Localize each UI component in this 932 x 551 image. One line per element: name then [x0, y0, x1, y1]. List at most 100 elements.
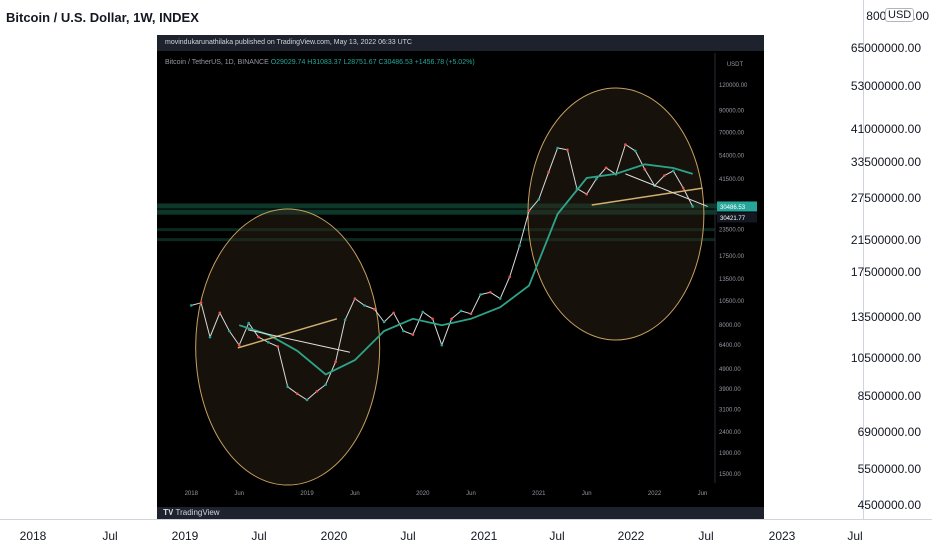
legend-symbol: Bitcoin / TetherUS, 1D, BINANCE [165, 59, 269, 66]
price-point [237, 343, 241, 347]
highlight-circle [527, 87, 705, 341]
outer-x-tick: 2018 [19, 529, 47, 543]
outer-top-value-partial: 800.00 [866, 9, 929, 23]
support-band [157, 203, 717, 209]
price-point [527, 209, 531, 213]
price-point [566, 148, 569, 152]
time-tick-label: 2018 [185, 491, 199, 497]
price-point [440, 343, 444, 347]
outer-y-tick: 13500000.00 [850, 310, 921, 324]
outer-x-tick: 2019 [171, 529, 199, 543]
highlight-circle [195, 208, 381, 486]
price-point [643, 168, 647, 171]
price-point [498, 297, 502, 300]
price-point [681, 186, 685, 190]
moving-average-line [238, 163, 693, 376]
price-point [295, 392, 299, 396]
price-tick-label: 3900.00 [719, 387, 741, 393]
price-chart: USDT 120000.00 90000.00 70000.00 54000.00 41… [157, 53, 757, 497]
time-tick-label: 2020 [416, 491, 430, 497]
outer-y-tick: 27500000.00 [850, 191, 921, 205]
price-tick-label: 10500.00 [719, 299, 745, 305]
price-point [228, 329, 231, 333]
current-price-badge [717, 201, 757, 212]
price-tick-label: 4900.00 [719, 367, 741, 373]
price-axis-unit: USDT [727, 62, 744, 68]
price-point [411, 333, 415, 336]
outer-y-tick: 5500000.00 [857, 462, 921, 476]
outer-x-tick: Jul [400, 529, 416, 543]
symbol-legend: Bitcoin / TetherUS, 1D, BINANCE O29029.7… [165, 59, 475, 66]
publish-info: movindukarunathilaka published on Tradin… [165, 39, 412, 46]
support-band [157, 209, 717, 215]
price-point [190, 304, 193, 307]
price-point [247, 321, 250, 325]
price-point [421, 310, 425, 314]
outer-x-tick: 2022 [617, 529, 645, 543]
outer-y-tick: 65000000.00 [850, 41, 921, 55]
time-tick-label: 2021 [532, 491, 546, 497]
legend-ohlc: O29029.74 H31083.37 L28751.67 C30486.53 … [270, 59, 475, 66]
inner-footer: 𝐓𝐕 TradingView [157, 507, 764, 519]
price-point [479, 293, 482, 296]
price-point [672, 169, 675, 173]
price-tick-label: 90000.00 [719, 108, 745, 114]
price-axis: 120000.00 90000.00 70000.00 54000.00 41500.0… [719, 83, 748, 478]
outer-x-tick: 2021 [470, 529, 498, 543]
price-point [402, 329, 405, 333]
price-tick-label: 120000.00 [719, 83, 748, 89]
price-tick-label: 1500.00 [719, 472, 741, 478]
outer-x-tick: 2020 [320, 529, 348, 543]
price-point [489, 291, 492, 294]
trendline [591, 187, 703, 206]
outer-x-tick: Jul [251, 529, 267, 543]
price-point [199, 301, 203, 305]
price-point [208, 335, 212, 339]
time-axis: 2018 Jun 2019 Jun 2020 Jun 2021 Jun 2022 Jun [185, 491, 708, 497]
highlight-circles [195, 87, 705, 486]
price-tick-label: 17500.00 [719, 254, 745, 260]
price-point [257, 335, 260, 339]
outer-x-tick: Jul [698, 529, 714, 543]
price-point [585, 192, 588, 196]
price-point [392, 311, 395, 315]
outer-y-tick: 4500000.00 [857, 498, 921, 512]
currency-badge[interactable]: USD [885, 8, 915, 22]
price-tick-label: 6400.00 [719, 343, 741, 349]
trendlines [237, 173, 708, 353]
price-point [663, 174, 666, 177]
trendline [237, 318, 338, 349]
price-point [624, 143, 627, 146]
price-point [634, 149, 637, 153]
trendline [625, 173, 708, 207]
price-point [353, 297, 357, 300]
price-tick-label: 3100.00 [719, 407, 741, 413]
price-point [267, 341, 270, 344]
outer-y-tick: 41000000.00 [850, 122, 921, 136]
price-point [431, 317, 434, 321]
outer-y-tick: 21500000.00 [850, 233, 921, 247]
price-point [218, 311, 222, 315]
price-point [343, 318, 347, 322]
outer-x-tick: Jul [102, 529, 118, 543]
outer-x-tick: 2023 [768, 529, 796, 543]
price-tick-label: 23500.00 [719, 228, 745, 234]
outer-y-tick: 53000000.00 [850, 79, 921, 93]
price-tick-label: 1900.00 [719, 451, 741, 457]
outer-y-tick: 17500000.00 [850, 265, 921, 279]
price-point [324, 383, 327, 386]
time-tick-label: 2019 [300, 491, 314, 497]
price-point [459, 309, 463, 313]
time-tick-label: Jun [350, 491, 360, 497]
price-tick-label: 13500.00 [719, 277, 745, 283]
time-tick-label: 2022 [648, 491, 662, 497]
price-tick-label: 8000.00 [719, 323, 741, 329]
publish-header: movindukarunathilaka published on Tradin… [157, 35, 764, 51]
price-point [469, 312, 473, 316]
outer-price-axis[interactable]: 800.00 65000000.00 53000000.00 41000000.… [851, 0, 932, 550]
outer-y-tick: 6900000.00 [857, 425, 921, 439]
price-point [537, 198, 541, 201]
price-point [547, 170, 550, 174]
outer-time-axis[interactable]: 2018 Jul 2019 Jul 2020 Jul 2021 Jul 2022… [0, 519, 932, 551]
price-point [691, 205, 694, 208]
